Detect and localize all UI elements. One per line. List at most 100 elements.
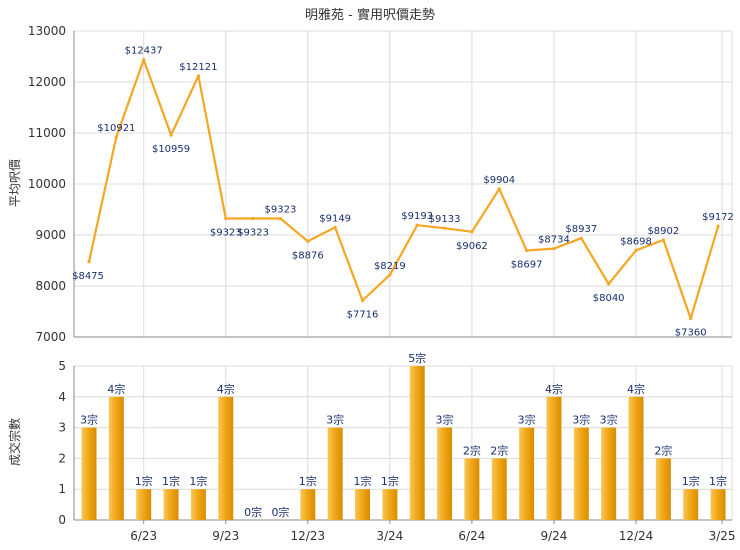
price-point	[333, 225, 337, 230]
volume-data-label: 2宗	[463, 443, 481, 457]
price-y-tick-label: 12000	[28, 75, 66, 89]
volume-bar	[300, 489, 316, 520]
price-point	[224, 216, 228, 221]
volume-data-label: 1宗	[381, 474, 399, 488]
volume-data-labels: 3宗 4宗 1宗 1宗 1宗 4宗 0宗 0宗 1宗 3宗 1宗 1宗 5宗 3宗 2宗 2宗 3宗 4宗 3宗 3宗…	[80, 351, 727, 519]
volume-bar	[491, 458, 507, 520]
volume-data-label: 4宗	[217, 382, 235, 396]
x-tick-label: 3/25	[709, 529, 736, 543]
volume-data-label: 3宗	[80, 413, 98, 427]
volume-data-label: 3宗	[326, 413, 344, 427]
volume-bar	[355, 489, 370, 520]
volume-data-label: 3宗	[518, 413, 536, 427]
volume-bar	[437, 427, 453, 520]
price-y-tick-labels: 7000 8000 9000 10000 11000 12000 13000	[28, 24, 66, 344]
price-point	[278, 216, 283, 221]
volume-y-tick-label: 5	[58, 359, 66, 373]
x-tick-label: 6/24	[458, 529, 485, 543]
price-data-label: $7360	[675, 328, 707, 339]
price-point	[142, 58, 146, 62]
price-point	[470, 230, 474, 234]
volume-bar	[218, 396, 234, 520]
volume-y-tick-labels: 0 1 2 3 4 5	[58, 359, 66, 527]
price-data-label: $8902	[647, 226, 679, 237]
volume-data-label: 3宗	[572, 413, 590, 427]
price-data-label: $9323	[237, 228, 269, 239]
volume-data-label: 1宗	[682, 474, 700, 488]
volume-y-tick-label: 2	[58, 451, 66, 465]
price-point	[552, 246, 556, 251]
price-data-label: $8876	[292, 250, 324, 261]
price-data-label: $12121	[179, 62, 217, 73]
price-y-axis-label: 平均呎價	[8, 159, 22, 207]
volume-data-label: 4宗	[545, 382, 563, 396]
volume-data-label: 1宗	[354, 474, 372, 488]
price-data-label: $8937	[565, 224, 597, 235]
price-point	[661, 238, 665, 242]
price-point	[716, 224, 720, 228]
volume-data-label: 1宗	[299, 474, 317, 488]
volume-data-label: 1宗	[709, 474, 727, 488]
price-point	[114, 135, 118, 139]
price-point	[251, 216, 255, 221]
price-point	[525, 248, 529, 253]
volume-bar	[409, 366, 425, 520]
price-data-label: $8734	[538, 235, 570, 246]
price-point	[196, 74, 200, 78]
volume-data-label: 1宗	[162, 474, 180, 488]
price-point	[388, 273, 392, 277]
volume-data-label: 1宗	[135, 474, 153, 488]
price-point	[607, 282, 611, 286]
volume-data-label: 2宗	[490, 443, 508, 457]
volume-y-tick-label: 3	[58, 421, 66, 435]
volume-bar	[710, 489, 726, 520]
price-data-label: $9149	[319, 213, 351, 224]
price-data-label: $9323	[265, 205, 297, 216]
price-gridlines	[73, 30, 733, 338]
price-data-label: $10921	[97, 123, 135, 134]
volume-data-label: 1宗	[189, 474, 207, 488]
x-tick-label: 9/23	[212, 529, 239, 543]
price-data-label: $8698	[620, 236, 652, 247]
price-data-label: $9133	[429, 214, 461, 225]
volume-y-axis-label: 成交宗數	[7, 418, 22, 466]
x-tick-label: 6/23	[130, 529, 157, 543]
volume-data-label: 2宗	[654, 443, 672, 457]
volume-bar	[601, 427, 617, 520]
price-data-label: $12437	[125, 46, 163, 57]
price-data-label: $9062	[456, 241, 488, 252]
chart-title: 明雅苑 - 實用呎價走勢	[305, 7, 435, 23]
price-data-label: $8219	[374, 261, 406, 272]
price-y-tick-label: 10000	[28, 177, 66, 191]
price-point	[415, 223, 419, 227]
volume-y-tick-label: 4	[58, 390, 66, 404]
price-line	[87, 58, 720, 320]
x-tick-label: 12/23	[291, 529, 326, 543]
price-data-label: $9172	[702, 212, 734, 223]
x-tick-label: 9/24	[540, 529, 567, 543]
volume-bars	[81, 366, 726, 520]
volume-y-tick-label: 1	[58, 482, 66, 496]
volume-data-label: 3宗	[436, 413, 454, 427]
price-y-tick-label: 7000	[35, 330, 66, 344]
volume-bar	[573, 427, 589, 520]
volume-data-label: 0宗	[244, 505, 262, 519]
volume-bar	[136, 489, 152, 520]
price-y-tick-label: 13000	[28, 24, 66, 38]
price-y-tick-label: 8000	[35, 279, 66, 293]
volume-data-label: 0宗	[271, 505, 289, 519]
volume-bar	[655, 458, 671, 520]
volume-bar	[190, 489, 206, 520]
price-point	[689, 317, 693, 321]
price-data-label: $8040	[593, 293, 625, 304]
price-y-tick-label: 9000	[35, 228, 66, 242]
price-data-label: $9193	[401, 211, 433, 222]
volume-bar	[382, 489, 398, 520]
volume-bar	[327, 427, 343, 520]
volume-bar	[628, 396, 644, 520]
volume-bar	[464, 458, 480, 520]
volume-y-tick-label: 0	[58, 513, 66, 527]
price-point	[306, 239, 310, 243]
